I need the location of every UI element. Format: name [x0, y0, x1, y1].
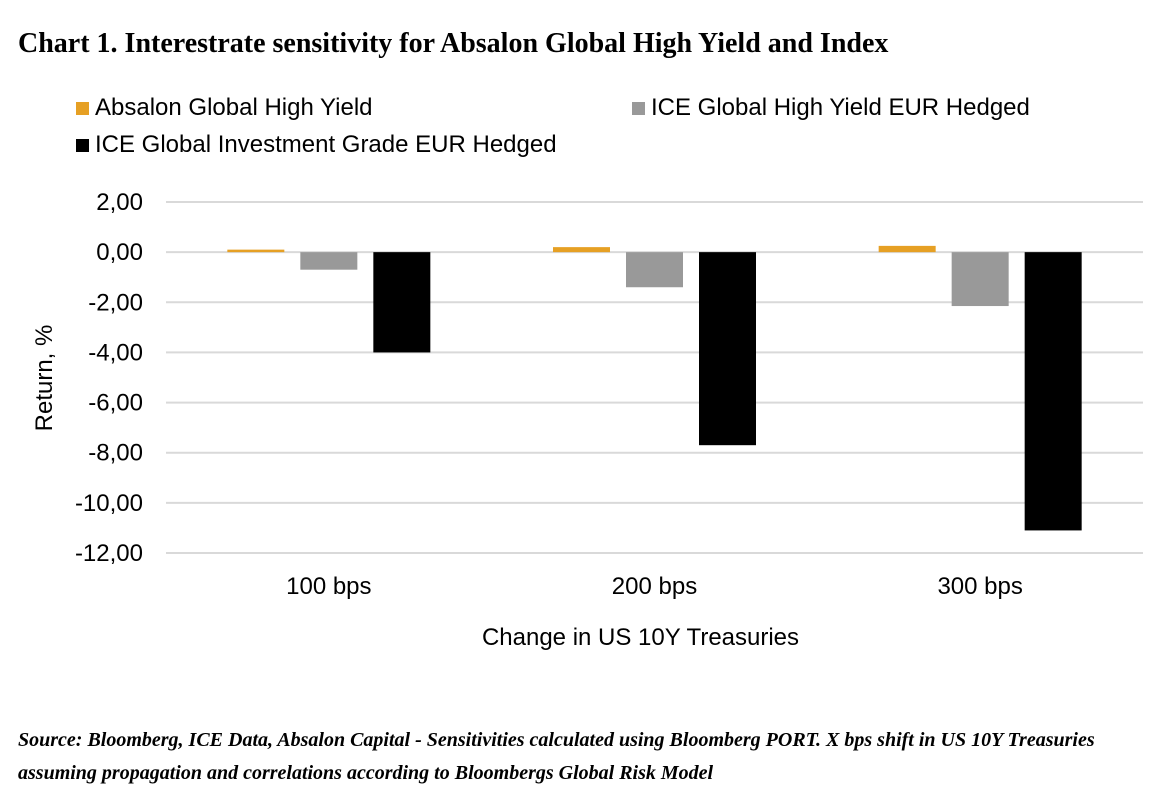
y-tick-label: 0,00 — [96, 239, 143, 266]
legend-swatch-series-2 — [76, 138, 89, 152]
y-tick-label: -6,00 — [88, 390, 143, 417]
source-note: Source: Bloomberg, ICE Data, Absalon Cap… — [18, 729, 1095, 784]
y-tick-label: -8,00 — [88, 440, 143, 467]
legend-swatch-series-1 — [632, 101, 645, 115]
x-tick-label: 200 bps — [612, 573, 697, 600]
bar-series-2 — [699, 252, 756, 446]
legend-label-series-1: ICE Global High Yield EUR Hedged — [651, 94, 1030, 121]
y-tick-label: -4,00 — [88, 339, 143, 366]
legend-item-series-2: ICE Global Investment Grade EUR Hedged — [76, 131, 557, 159]
bar-series-2 — [373, 252, 431, 353]
legend-item-series-0: Absalon Global High Yield — [76, 94, 373, 122]
y-axis-title: Return, % — [31, 325, 58, 432]
legend-label-series-0: Absalon Global High Yield — [95, 94, 373, 121]
y-tick-label: -2,00 — [88, 289, 143, 316]
y-tick-label: -10,00 — [75, 490, 143, 517]
chart-title: Chart 1. Interestrate sensitivity for Ab… — [18, 28, 889, 59]
bar-series-0 — [553, 247, 610, 253]
y-tick-label: 2,00 — [96, 189, 143, 216]
x-tick-label: 100 bps — [286, 573, 371, 600]
x-tick-label: 300 bps — [937, 573, 1022, 600]
bar-series-0 — [227, 249, 285, 253]
x-axis-title: Change in US 10Y Treasuries — [482, 624, 799, 651]
legend-item-series-1: ICE Global High Yield EUR Hedged — [632, 94, 1030, 122]
bar-series-1 — [300, 252, 358, 270]
bar-series-2 — [1024, 252, 1082, 531]
legend-label-series-2: ICE Global Investment Grade EUR Hedged — [95, 131, 557, 158]
bar-series-0 — [878, 245, 936, 253]
bar-series-1 — [951, 252, 1009, 307]
bar-chart: 2,00 0,00 -2,00 -4,00 -6,00 -8,00 -10,00 -12,00… — [31, 189, 1143, 651]
legend-swatch-series-0 — [76, 101, 89, 115]
y-tick-label: -12,00 — [75, 540, 143, 567]
bar-series-1 — [626, 252, 683, 288]
